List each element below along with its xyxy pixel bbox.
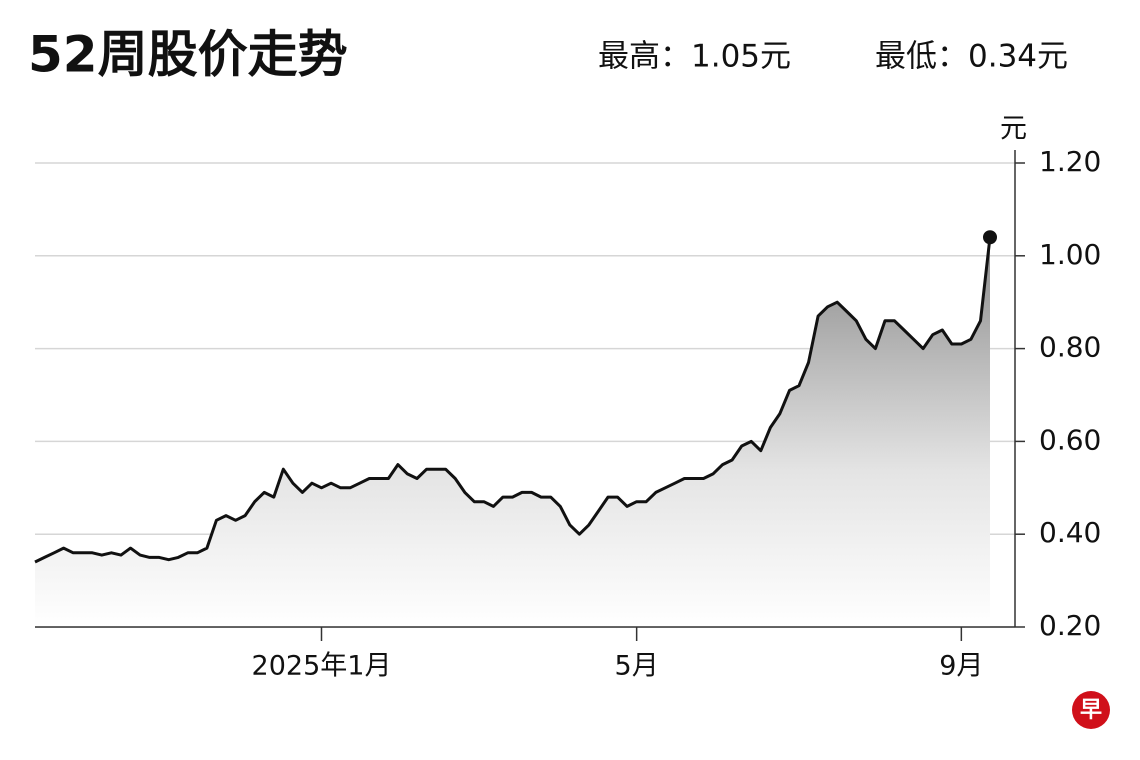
y-axis-label: 元 [1000,114,1027,145]
x-tick-label: 2025年1月 [252,651,392,682]
area [35,237,990,627]
y-tick-label: 0.20 [1039,609,1101,642]
annotation: 最低：0.34元 [875,39,1068,75]
logo: 早 [1080,698,1102,723]
y-tick-label: 0.60 [1039,423,1101,456]
end-marker [983,230,997,245]
y-tick-label: 0.40 [1039,516,1101,549]
x-tick-label: 9月 [939,651,983,682]
logo-badge [1072,691,1110,729]
line [34,237,992,564]
y-tick-label: 1.00 [1039,238,1101,271]
x-tick-label: 5月 [615,651,659,682]
y-tick-label: 0.80 [1039,331,1101,364]
annotation: 最高：1.05元 [598,39,791,75]
y-tick-label: 1.20 [1039,145,1101,178]
chart-title: 52周股价走势 [28,26,348,84]
